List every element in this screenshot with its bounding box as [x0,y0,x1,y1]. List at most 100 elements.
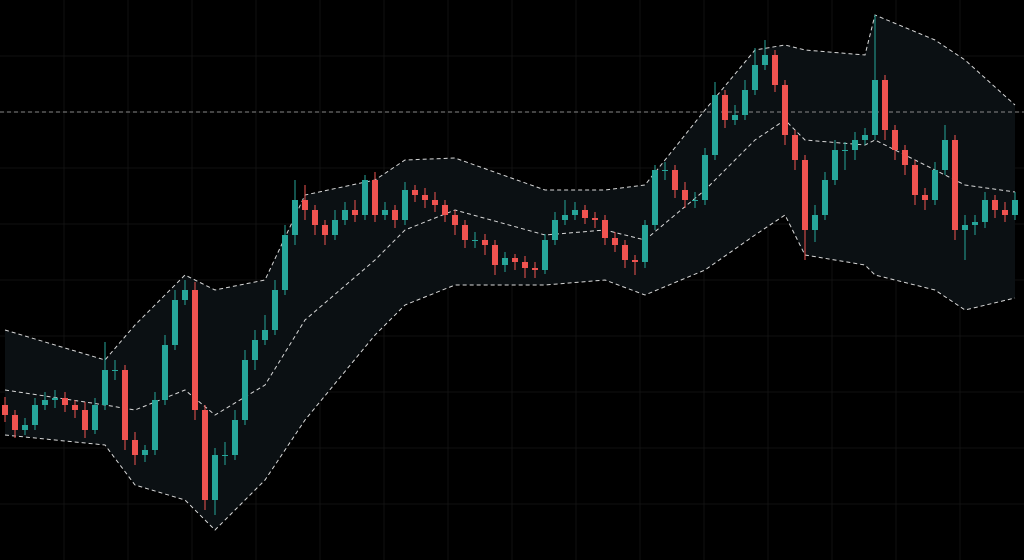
candle-body [642,225,648,262]
candle-body [802,160,808,230]
candle-body [792,135,798,160]
candle-body [472,240,478,241]
candle-body [392,210,398,220]
candle-body [522,262,528,268]
candle-body [572,210,578,215]
candle-body [92,405,98,430]
candle-body [652,170,658,225]
candle-body [582,210,588,218]
candle-body [742,90,748,115]
candle-body [532,268,538,270]
candle-body [372,180,378,215]
candle-body [782,85,788,135]
candle-body [22,425,28,430]
band-area [5,15,1015,530]
candle-body [242,360,248,420]
candle-body [262,330,268,340]
candle-body [132,440,138,455]
candle-body [442,205,448,215]
candle-body [342,210,348,220]
candle-body [402,190,408,220]
candle-body [492,245,498,265]
candle-body [942,140,948,170]
candle-body [2,405,8,415]
candle-body [962,225,968,230]
candle-body [482,240,488,245]
candle-body [412,190,418,195]
candle-body [122,370,128,440]
candle-body [12,415,18,430]
candle-body [762,55,768,65]
candle-body [432,200,438,205]
candle-body [662,170,668,171]
candle-body [972,222,978,225]
band-lower [4,214,1016,531]
candle-body [282,235,288,290]
candle-body [252,340,258,360]
candle-body [952,140,958,230]
candle-body [32,405,38,425]
candle-body [42,400,48,405]
candle-body [162,345,168,400]
candle-body [992,200,998,210]
candle-body [852,140,858,150]
candle-body [462,225,468,240]
candle-body [922,195,928,200]
band-upper [4,14,1016,361]
candle-body [682,190,688,200]
candle-body [352,210,358,215]
candle-body [842,150,848,151]
candle-body [142,450,148,455]
candle-body [212,455,218,500]
candle-body [302,200,308,210]
candle-body [192,290,198,410]
candle-body [512,258,518,262]
candle-body [622,245,628,260]
candle-body [542,240,548,270]
candle-body [862,135,868,140]
candle-body [72,405,78,410]
candle-body [812,215,818,230]
candle-body [1012,200,1018,215]
candle-body [322,225,328,235]
candle-body [112,370,118,371]
candle-body [62,398,68,405]
candle-body [152,400,158,450]
candle-body [312,210,318,225]
band-middle [4,119,1016,416]
candle-body [772,55,778,85]
candle-body [892,130,898,150]
candle-body [752,65,758,90]
candle-body [692,200,698,201]
candle-body [882,80,888,130]
candle-body [832,150,838,180]
candle-body [52,398,58,400]
candle-body [932,170,938,200]
candle-body [562,215,568,220]
candle-body [292,200,298,235]
candle-body [202,410,208,500]
candle-body [362,180,368,215]
candle-body [182,290,188,300]
candle-body [822,180,828,215]
candle-body [712,95,718,155]
candle-body [232,420,238,455]
candle-body [332,220,338,235]
candle-body [422,195,428,200]
candle-body [502,258,508,265]
candle-body [552,220,558,240]
candle-body [672,170,678,190]
candle-body [612,238,618,245]
candle-body [452,215,458,225]
candle-body [222,455,228,456]
candle-body [912,165,918,195]
candle-body [102,370,108,405]
candle-body [592,218,598,220]
candle-body [602,220,608,238]
candle-body [722,95,728,120]
candle-body [172,300,178,345]
candle-body [982,200,988,222]
candle-body [1002,210,1008,215]
